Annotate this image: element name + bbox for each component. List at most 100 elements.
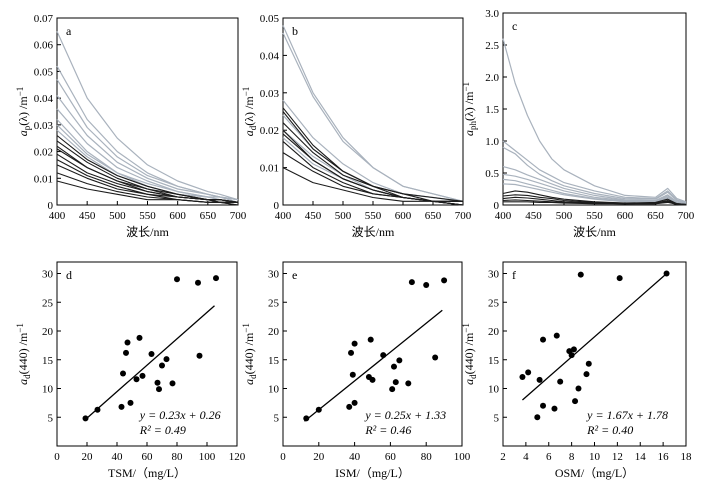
data-point (154, 379, 161, 386)
y-axis-label-part: −1 (461, 323, 471, 333)
y-tick-label: 2.5 (485, 40, 499, 52)
y-axis-label: ad(λ) /m−1 (241, 87, 258, 137)
data-point (408, 279, 415, 286)
data-point (123, 349, 129, 356)
panel-letter: d (66, 268, 72, 282)
y-tick-label: 0.02 (34, 147, 53, 159)
data-point (392, 379, 399, 386)
x-tick-label: 40 (112, 451, 124, 463)
y-tick-label: 25 (42, 297, 54, 309)
data-point (551, 405, 558, 412)
y-tick-label: 0.01 (34, 173, 53, 185)
y-axis-label-part: (λ) /m (16, 96, 30, 126)
y-axis-label-part: ph (468, 121, 478, 131)
y-tick-label: 15 (268, 355, 280, 367)
y-tick-label: 15 (42, 355, 54, 367)
panel-b: 400 450 500 550 600 650 700 0 0.01 0.02 0.03 0.04 0.… (241, 13, 472, 239)
panel-letter: f (512, 268, 516, 282)
data-point (169, 380, 176, 387)
x-tick-label: 600 (169, 210, 186, 222)
y-axis-label-part: a (242, 379, 256, 385)
data-point (120, 370, 126, 377)
series-line (502, 140, 687, 203)
data-point (519, 374, 526, 380)
x-tick-label: 400 (275, 210, 292, 222)
y-axis-label-part: p (22, 125, 32, 130)
y-tick-label: 0.04 (34, 93, 54, 105)
y-axis-label-part: (440) /m (462, 332, 476, 374)
series-line (56, 124, 239, 203)
y-axis-label-part: a (242, 130, 256, 136)
x-tick-label: 6 (546, 451, 552, 463)
x-tick-label: 400 (495, 210, 512, 222)
y-axis-label: ad(440) /m−1 (241, 323, 258, 385)
y-tick-label: 20 (488, 326, 500, 338)
y-tick-label: 0.03 (34, 120, 54, 132)
y-tick-label: 1.5 (485, 104, 499, 116)
y-axis-label: ad(440) /m−1 (15, 323, 32, 385)
data-point (148, 351, 155, 357)
x-axis-label: ISM/（mg/L） (335, 466, 410, 480)
y-tick-label: 0 (494, 200, 500, 212)
data-point (367, 336, 374, 343)
y-axis-label-part: (440) /m (16, 332, 30, 374)
data-point (432, 354, 439, 361)
data-point (405, 380, 412, 387)
x-tick-label: 100 (454, 451, 471, 463)
regression-equation: y = 0.25x + 1.33 (364, 408, 446, 422)
y-tick-label: 25 (488, 297, 500, 309)
data-point (127, 399, 134, 406)
series-line (282, 32, 464, 202)
x-tick-label: 60 (142, 451, 154, 463)
y-tick-label: 0.05 (34, 66, 54, 78)
x-tick-label: 600 (617, 210, 634, 222)
x-axis-label: 波长/nm (352, 225, 395, 239)
series-line (282, 167, 464, 206)
panel-letter: c (512, 19, 517, 33)
y-tick-label: 10 (42, 384, 54, 396)
x-tick-label: 500 (335, 210, 352, 222)
data-point (315, 406, 322, 413)
y-axis-label-part: d (468, 374, 478, 379)
r-squared-label: R² = 0.40 (586, 423, 633, 437)
y-axis-label-part: a (16, 379, 30, 385)
data-point (441, 277, 448, 284)
y-axis-label-part: d (248, 374, 258, 379)
x-axis-label: TSM/（mg/L） (108, 466, 186, 480)
x-tick-label: 80 (172, 451, 184, 463)
x-tick-label: 700 (455, 210, 472, 222)
y-tick-label: 25 (268, 297, 280, 309)
y-tick-label: 30 (268, 269, 280, 281)
series-line (502, 38, 687, 203)
series-line (502, 166, 687, 205)
data-point (577, 271, 584, 278)
data-point (196, 352, 203, 359)
data-point (351, 340, 358, 347)
series-line (502, 190, 687, 205)
x-tick-label: 650 (200, 210, 217, 222)
data-point (82, 415, 89, 422)
data-point (570, 346, 577, 353)
y-tick-label: 0.03 (260, 88, 280, 100)
y-axis-label-part: a (16, 130, 30, 136)
x-tick-label: 60 (385, 451, 397, 463)
series-line (502, 194, 687, 205)
r-squared-label: R² = 0.49 (139, 423, 186, 437)
y-tick-label: 3.0 (485, 8, 499, 20)
y-tick-label: 5 (48, 412, 54, 424)
panel-c: 400 450 500 550 600 650 700 0 0.5 1.0 1.5 2.0 2.5 3.0… (461, 8, 695, 239)
panel-d: 0 20 40 60 80 100 12051015202530TSM/（mg/L）ad(4… (15, 261, 246, 480)
x-tick-label: 8 (569, 451, 575, 463)
y-tick-label: 2.0 (485, 72, 499, 84)
panel-f: 2 4 6 8 10 12 14 16 18 5 10 15 20 25 30 OSM/（mg/L） ad(44… (461, 261, 692, 480)
x-tick-label: 100 (199, 451, 216, 463)
y-axis-label-part: (λ) /m (242, 96, 256, 126)
x-tick-label: 700 (678, 210, 695, 222)
x-tick-label: 450 (305, 210, 322, 222)
x-tick-label: 16 (658, 451, 670, 463)
y-tick-label: 1.0 (485, 136, 499, 148)
y-axis-label-part: d (248, 125, 258, 130)
x-tick-label: 4 (523, 451, 529, 463)
regression-equation: y = 1.67x + 1.78 (586, 408, 668, 422)
data-point (557, 378, 564, 385)
